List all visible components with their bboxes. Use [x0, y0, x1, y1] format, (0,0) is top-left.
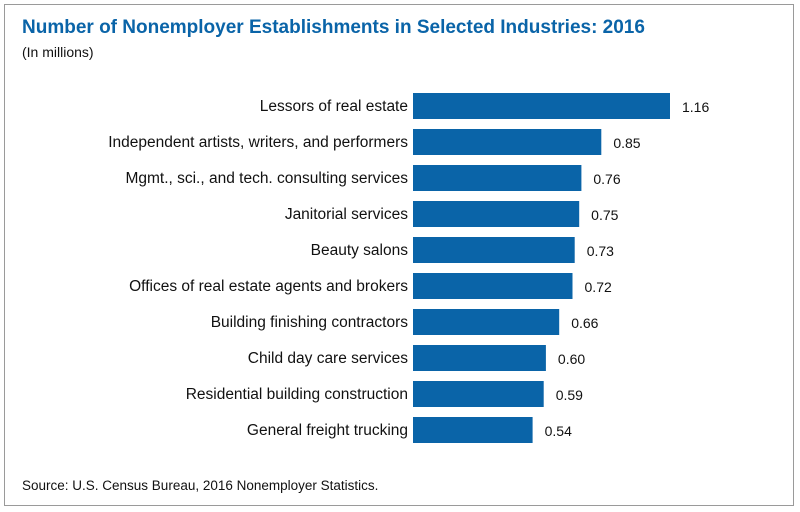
value-label: 0.76 — [593, 171, 620, 187]
chart-title: Number of Nonemployer Establishments in … — [22, 17, 645, 38]
bar — [413, 381, 544, 407]
bar — [413, 201, 580, 227]
bar — [413, 417, 533, 443]
value-label: 1.16 — [682, 99, 709, 115]
bar — [413, 165, 582, 191]
category-label: Mgmt., sci., and tech. consulting servic… — [125, 170, 408, 187]
category-label: Independent artists, writers, and perfor… — [108, 134, 408, 151]
value-label: 0.73 — [587, 243, 614, 259]
category-label: Janitorial services — [285, 206, 408, 223]
source-note: Source: U.S. Census Bureau, 2016 Nonempl… — [22, 478, 379, 493]
category-label: Residential building construction — [186, 386, 408, 403]
bar — [413, 273, 573, 299]
bar — [413, 309, 560, 335]
category-label: Building finishing contractors — [211, 314, 409, 331]
value-label: 0.60 — [558, 351, 585, 367]
category-label: General freight trucking — [247, 422, 408, 439]
category-label: Child day care services — [248, 350, 408, 367]
chart-frame — [4, 4, 794, 506]
category-label: Offices of real estate agents and broker… — [129, 278, 408, 295]
value-label: 0.75 — [591, 207, 618, 223]
category-label: Lessors of real estate — [260, 98, 408, 115]
bar — [413, 129, 602, 155]
value-label: 0.66 — [571, 315, 598, 331]
chart-subtitle: (In millions) — [22, 44, 94, 60]
value-label: 0.72 — [585, 279, 612, 295]
value-label: 0.59 — [556, 387, 583, 403]
bar — [413, 237, 575, 263]
bar — [413, 93, 670, 119]
value-label: 0.85 — [613, 135, 640, 151]
bar — [413, 345, 546, 371]
category-label: Beauty salons — [311, 242, 409, 259]
value-label: 0.54 — [545, 423, 572, 439]
